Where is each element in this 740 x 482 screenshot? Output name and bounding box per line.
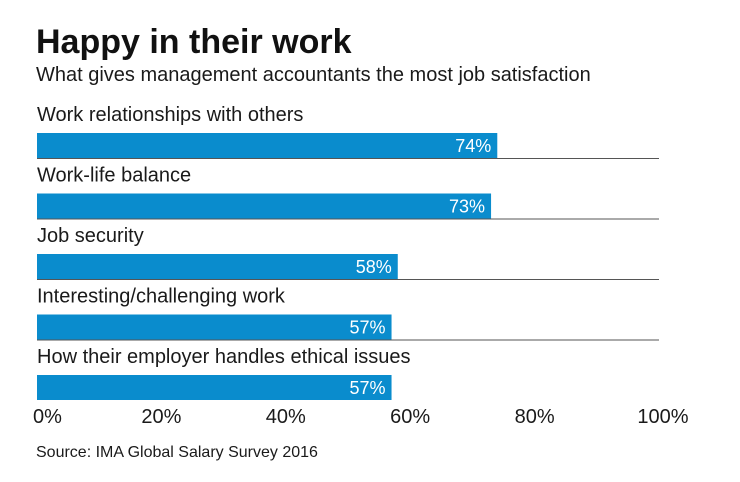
x-tick-label: 40% (266, 406, 306, 428)
category-label: Work-life balance (37, 165, 191, 187)
x-tick-label: 60% (390, 406, 430, 428)
bar (37, 254, 398, 279)
bar (37, 133, 498, 158)
x-tick-label: 20% (141, 406, 181, 428)
data-label: 57% (350, 378, 386, 398)
source-note: Source: IMA Global Salary Survey 2016 (36, 444, 318, 461)
bar (37, 375, 392, 400)
chart-subtitle: What gives management accountants the mo… (36, 64, 591, 86)
category-label: Interesting/challenging work (37, 286, 286, 308)
bar (37, 314, 392, 340)
x-tick-label: 80% (515, 406, 555, 428)
x-tick-label: 100% (637, 406, 688, 428)
category-label: Job security (37, 225, 144, 247)
x-tick-label: 0% (33, 406, 62, 428)
category-label: How their employer handles ethical issue… (37, 346, 411, 368)
data-label: 58% (356, 257, 392, 277)
category-label: Work relationships with others (37, 104, 303, 126)
data-label: 57% (350, 318, 386, 338)
data-label: 74% (455, 136, 491, 156)
chart-title: Happy in their work (36, 23, 352, 61)
bar (37, 193, 492, 219)
data-label: 73% (449, 197, 485, 217)
